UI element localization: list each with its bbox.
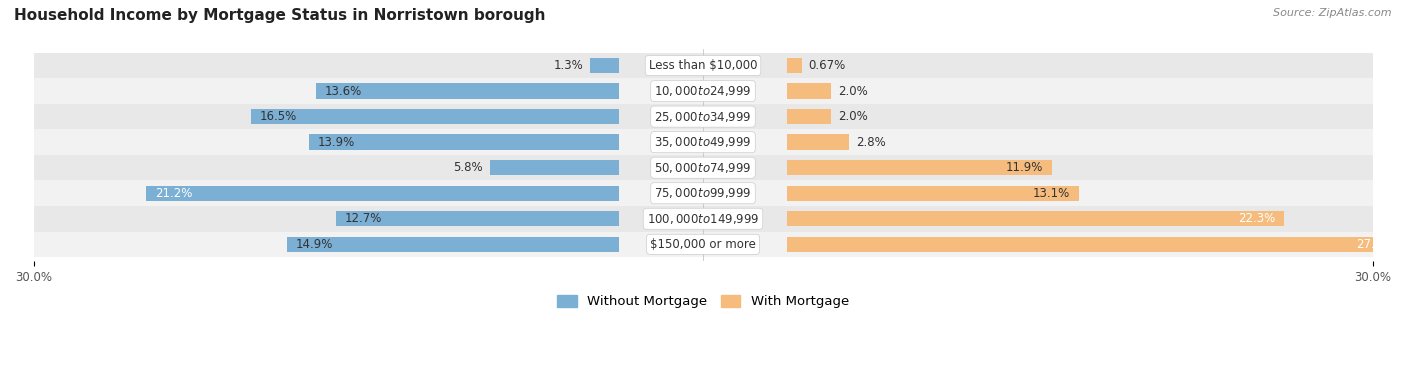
- Text: 14.9%: 14.9%: [295, 238, 333, 251]
- Text: 11.9%: 11.9%: [1005, 161, 1043, 174]
- Legend: Without Mortgage, With Mortgage: Without Mortgage, With Mortgage: [551, 290, 855, 314]
- Bar: [787, 211, 1284, 227]
- Text: 5.8%: 5.8%: [454, 161, 484, 174]
- Bar: [787, 185, 1078, 201]
- Bar: [34, 104, 1372, 129]
- Text: 2.0%: 2.0%: [838, 84, 868, 98]
- Bar: [787, 160, 1052, 175]
- Bar: [287, 237, 619, 252]
- Bar: [34, 206, 1372, 231]
- Bar: [787, 135, 849, 150]
- Text: Less than $10,000: Less than $10,000: [648, 59, 758, 72]
- Bar: [316, 83, 619, 99]
- Text: 16.5%: 16.5%: [260, 110, 297, 123]
- Text: Household Income by Mortgage Status in Norristown borough: Household Income by Mortgage Status in N…: [14, 8, 546, 23]
- Text: 13.6%: 13.6%: [325, 84, 361, 98]
- Bar: [34, 155, 1372, 181]
- Text: $150,000 or more: $150,000 or more: [650, 238, 756, 251]
- Text: 21.2%: 21.2%: [155, 187, 193, 200]
- Text: $25,000 to $34,999: $25,000 to $34,999: [654, 110, 752, 124]
- Bar: [34, 53, 1372, 78]
- Bar: [146, 185, 619, 201]
- Text: 2.8%: 2.8%: [856, 136, 886, 149]
- Text: $100,000 to $149,999: $100,000 to $149,999: [647, 212, 759, 226]
- Bar: [34, 78, 1372, 104]
- Text: 0.67%: 0.67%: [808, 59, 845, 72]
- Bar: [591, 58, 619, 73]
- Text: Source: ZipAtlas.com: Source: ZipAtlas.com: [1274, 8, 1392, 18]
- Bar: [336, 211, 619, 227]
- Bar: [787, 83, 831, 99]
- Text: 2.0%: 2.0%: [838, 110, 868, 123]
- Text: $10,000 to $24,999: $10,000 to $24,999: [654, 84, 752, 98]
- Bar: [787, 237, 1403, 252]
- Bar: [34, 231, 1372, 257]
- Text: 13.9%: 13.9%: [318, 136, 356, 149]
- Bar: [309, 135, 619, 150]
- Text: $50,000 to $74,999: $50,000 to $74,999: [654, 161, 752, 175]
- Text: $35,000 to $49,999: $35,000 to $49,999: [654, 135, 752, 149]
- Bar: [787, 58, 801, 73]
- Text: $75,000 to $99,999: $75,000 to $99,999: [654, 186, 752, 200]
- Bar: [34, 181, 1372, 206]
- Text: 13.1%: 13.1%: [1033, 187, 1070, 200]
- Text: 27.6%: 27.6%: [1357, 238, 1393, 251]
- Bar: [489, 160, 619, 175]
- Bar: [787, 109, 831, 124]
- Text: 12.7%: 12.7%: [344, 212, 382, 225]
- Bar: [252, 109, 619, 124]
- Bar: [34, 129, 1372, 155]
- Text: 22.3%: 22.3%: [1239, 212, 1275, 225]
- Text: 1.3%: 1.3%: [554, 59, 583, 72]
